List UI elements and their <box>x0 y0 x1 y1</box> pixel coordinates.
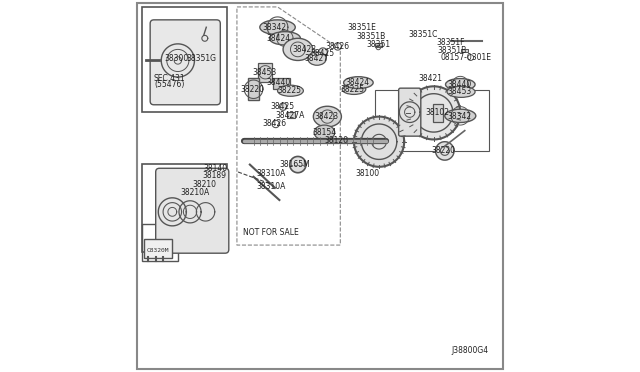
Ellipse shape <box>314 125 335 140</box>
Text: 38440: 38440 <box>266 78 291 87</box>
Text: 38351B: 38351B <box>356 32 385 41</box>
Text: 38220: 38220 <box>432 147 456 155</box>
Polygon shape <box>196 203 215 221</box>
Polygon shape <box>319 48 328 57</box>
Text: 38351C: 38351C <box>409 30 438 39</box>
Ellipse shape <box>314 106 341 127</box>
Text: 38310A: 38310A <box>257 182 286 191</box>
Text: 38424: 38424 <box>267 34 291 43</box>
Text: 38189: 38189 <box>203 171 227 180</box>
Text: 38310A: 38310A <box>257 169 286 177</box>
Bar <box>142 164 227 253</box>
Bar <box>374 90 489 151</box>
Ellipse shape <box>269 32 300 45</box>
FancyBboxPatch shape <box>461 49 468 52</box>
Text: 38453: 38453 <box>253 68 276 77</box>
FancyBboxPatch shape <box>150 20 220 105</box>
Ellipse shape <box>445 109 476 122</box>
FancyBboxPatch shape <box>399 88 420 136</box>
Text: 38120: 38120 <box>324 137 349 145</box>
FancyBboxPatch shape <box>143 239 172 258</box>
Ellipse shape <box>447 86 475 97</box>
Polygon shape <box>161 44 195 77</box>
Text: 38140: 38140 <box>204 164 228 173</box>
Polygon shape <box>407 86 460 140</box>
Text: 38426: 38426 <box>326 42 350 51</box>
Text: 38154: 38154 <box>312 128 337 137</box>
Text: 38210: 38210 <box>193 180 217 189</box>
Text: 38421: 38421 <box>418 74 442 83</box>
Text: J38800G4: J38800G4 <box>451 346 488 355</box>
Bar <box>142 224 178 260</box>
Text: 38300: 38300 <box>164 54 189 63</box>
Polygon shape <box>158 198 186 226</box>
Text: C8320M: C8320M <box>147 248 169 253</box>
Ellipse shape <box>308 52 326 65</box>
Ellipse shape <box>260 20 295 35</box>
Bar <box>142 7 227 112</box>
Ellipse shape <box>342 84 366 94</box>
Text: 38423: 38423 <box>315 112 339 121</box>
Text: 38351B: 38351B <box>438 46 467 55</box>
FancyBboxPatch shape <box>287 112 295 118</box>
Text: 38225: 38225 <box>340 85 365 94</box>
Text: 38165M: 38165M <box>280 160 310 169</box>
Ellipse shape <box>283 38 312 61</box>
Ellipse shape <box>445 78 475 90</box>
Text: 38342: 38342 <box>447 112 472 121</box>
Text: 38427: 38427 <box>304 54 328 63</box>
Text: 38210A: 38210A <box>180 188 210 197</box>
Text: NOT FOR SALE: NOT FOR SALE <box>243 228 299 237</box>
FancyBboxPatch shape <box>156 168 229 253</box>
Text: 38424: 38424 <box>346 78 370 87</box>
Text: 38351F: 38351F <box>437 38 465 46</box>
FancyBboxPatch shape <box>433 104 444 122</box>
Text: 08157-0301E: 08157-0301E <box>440 53 492 62</box>
Text: (55476): (55476) <box>154 80 185 89</box>
Text: 38453: 38453 <box>447 87 472 96</box>
FancyBboxPatch shape <box>248 78 259 100</box>
Polygon shape <box>436 142 454 160</box>
Text: 38220: 38220 <box>241 85 265 94</box>
Text: 38426: 38426 <box>263 119 287 128</box>
FancyBboxPatch shape <box>273 78 289 89</box>
Ellipse shape <box>344 77 373 89</box>
Text: 38425: 38425 <box>311 49 335 58</box>
Ellipse shape <box>278 85 303 96</box>
Text: SEC.431: SEC.431 <box>154 74 186 83</box>
Text: 38425: 38425 <box>270 102 294 111</box>
Text: 38225: 38225 <box>278 86 301 95</box>
Polygon shape <box>280 103 287 110</box>
Text: 38423: 38423 <box>292 45 317 54</box>
Text: 38102: 38102 <box>426 108 449 118</box>
Polygon shape <box>354 116 404 167</box>
FancyBboxPatch shape <box>374 43 382 47</box>
Text: 38100: 38100 <box>355 169 380 177</box>
Text: 38440: 38440 <box>447 80 472 89</box>
Polygon shape <box>290 157 306 173</box>
Text: 38351G: 38351G <box>186 54 216 63</box>
Polygon shape <box>179 201 201 223</box>
FancyBboxPatch shape <box>259 63 273 81</box>
Text: 38342: 38342 <box>263 23 287 32</box>
Text: 38427A: 38427A <box>275 110 305 120</box>
Text: 38351E: 38351E <box>347 23 376 32</box>
Text: 38351: 38351 <box>366 41 390 49</box>
